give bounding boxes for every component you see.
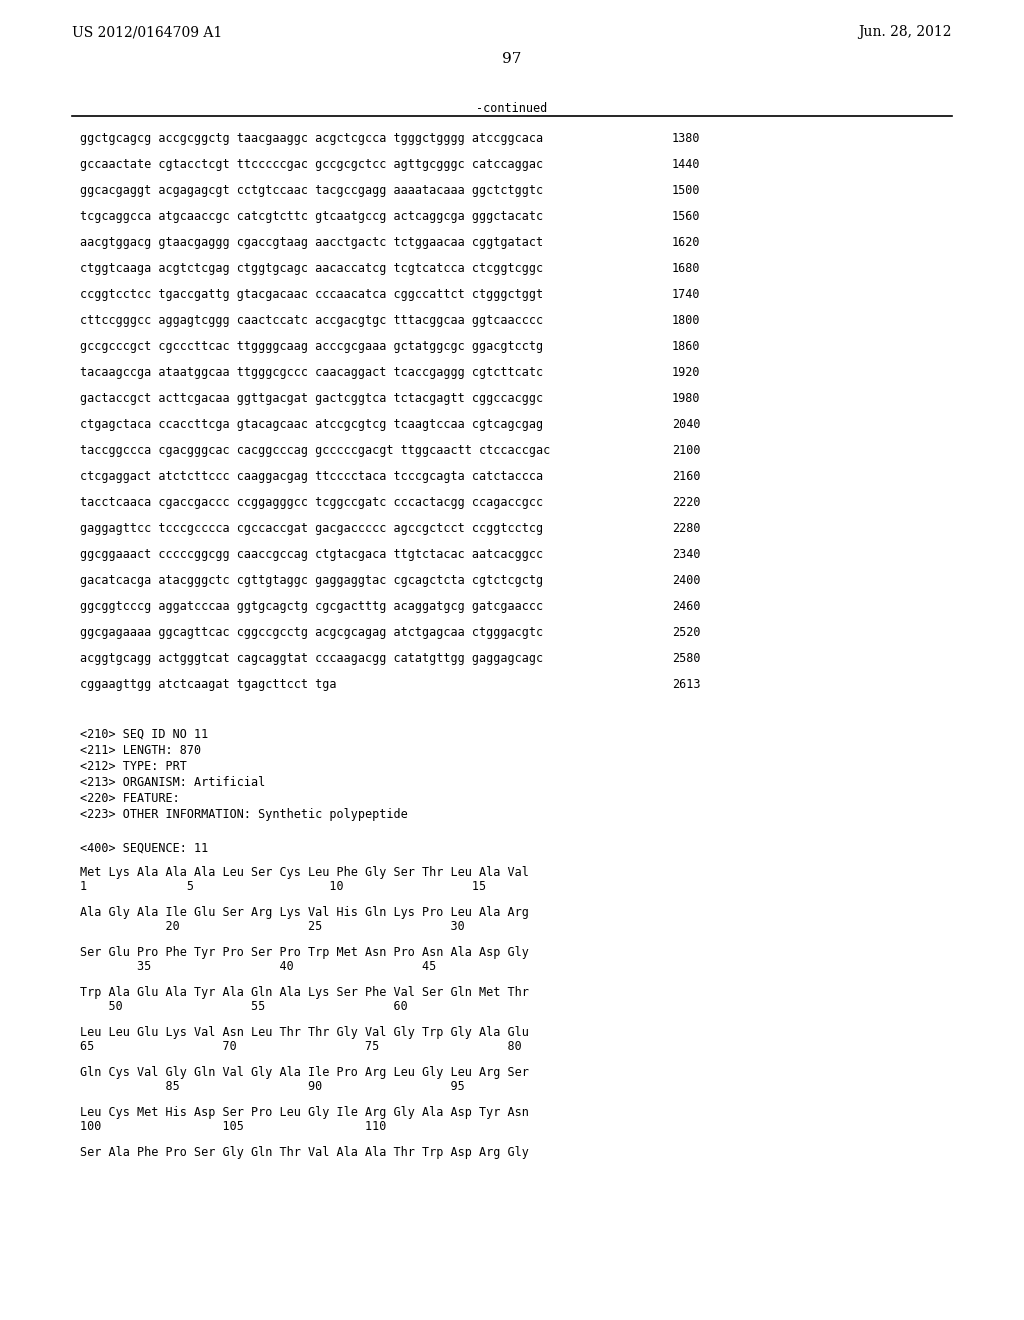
Text: gccaactate cgtacctcgt ttcccccgac gccgcgctcc agttgcgggc catccaggac: gccaactate cgtacctcgt ttcccccgac gccgcgc… xyxy=(80,158,543,172)
Text: <212> TYPE: PRT: <212> TYPE: PRT xyxy=(80,760,186,774)
Text: ggcggtcccg aggatcccaa ggtgcagctg cgcgactttg acaggatgcg gatcgaaccc: ggcggtcccg aggatcccaa ggtgcagctg cgcgact… xyxy=(80,601,543,612)
Text: 2040: 2040 xyxy=(672,418,700,432)
Text: 1980: 1980 xyxy=(672,392,700,405)
Text: cttccgggcc aggagtcggg caactccatc accgacgtgc tttacggcaa ggtcaacccc: cttccgggcc aggagtcggg caactccatc accgacg… xyxy=(80,314,543,327)
Text: ctcgaggact atctcttccc caaggacgag ttcccctaca tcccgcagta catctaccca: ctcgaggact atctcttccc caaggacgag ttcccct… xyxy=(80,470,543,483)
Text: 1680: 1680 xyxy=(672,261,700,275)
Text: 50                  55                  60: 50 55 60 xyxy=(80,1001,408,1012)
Text: 100                 105                 110: 100 105 110 xyxy=(80,1119,386,1133)
Text: <220> FEATURE:: <220> FEATURE: xyxy=(80,792,180,805)
Text: Leu Leu Glu Lys Val Asn Leu Thr Thr Gly Val Gly Trp Gly Ala Glu: Leu Leu Glu Lys Val Asn Leu Thr Thr Gly … xyxy=(80,1026,528,1039)
Text: 1              5                   10                  15: 1 5 10 15 xyxy=(80,880,486,894)
Text: 2580: 2580 xyxy=(672,652,700,665)
Text: Gln Cys Val Gly Gln Val Gly Ala Ile Pro Arg Leu Gly Leu Arg Ser: Gln Cys Val Gly Gln Val Gly Ala Ile Pro … xyxy=(80,1067,528,1078)
Text: 1560: 1560 xyxy=(672,210,700,223)
Text: Jun. 28, 2012: Jun. 28, 2012 xyxy=(858,25,952,40)
Text: 2460: 2460 xyxy=(672,601,700,612)
Text: 1920: 1920 xyxy=(672,366,700,379)
Text: cggaagttgg atctcaagat tgagcttcct tga: cggaagttgg atctcaagat tgagcttcct tga xyxy=(80,678,337,690)
Text: ggctgcagcg accgcggctg taacgaaggc acgctcgcca tgggctgggg atccggcaca: ggctgcagcg accgcggctg taacgaaggc acgctcg… xyxy=(80,132,543,145)
Text: 2100: 2100 xyxy=(672,444,700,457)
Text: -continued: -continued xyxy=(476,102,548,115)
Text: 65                  70                  75                  80: 65 70 75 80 xyxy=(80,1040,522,1053)
Text: Met Lys Ala Ala Ala Leu Ser Cys Leu Phe Gly Ser Thr Leu Ala Val: Met Lys Ala Ala Ala Leu Ser Cys Leu Phe … xyxy=(80,866,528,879)
Text: tacaagccga ataatggcaa ttgggcgccc caacaggact tcaccgaggg cgtcttcatc: tacaagccga ataatggcaa ttgggcgccc caacagg… xyxy=(80,366,543,379)
Text: gccgcccgct cgcccttcac ttggggcaag acccgcgaaa gctatggcgc ggacgtcctg: gccgcccgct cgcccttcac ttggggcaag acccgcg… xyxy=(80,341,543,352)
Text: 1620: 1620 xyxy=(672,236,700,249)
Text: ggcacgaggt acgagagcgt cctgtccaac tacgccgagg aaaatacaaa ggctctggtc: ggcacgaggt acgagagcgt cctgtccaac tacgccg… xyxy=(80,183,543,197)
Text: 1740: 1740 xyxy=(672,288,700,301)
Text: 2220: 2220 xyxy=(672,496,700,510)
Text: gaggagttcc tcccgcccca cgccaccgat gacgaccccc agccgctcct ccggtcctcg: gaggagttcc tcccgcccca cgccaccgat gacgacc… xyxy=(80,521,543,535)
Text: Leu Cys Met His Asp Ser Pro Leu Gly Ile Arg Gly Ala Asp Tyr Asn: Leu Cys Met His Asp Ser Pro Leu Gly Ile … xyxy=(80,1106,528,1119)
Text: taccggccca cgacgggcac cacggcccag gcccccgacgt ttggcaactt ctccaccgac: taccggccca cgacgggcac cacggcccag gcccccg… xyxy=(80,444,550,457)
Text: 85                  90                  95: 85 90 95 xyxy=(80,1080,465,1093)
Text: 20                  25                  30: 20 25 30 xyxy=(80,920,465,933)
Text: 1440: 1440 xyxy=(672,158,700,172)
Text: 1500: 1500 xyxy=(672,183,700,197)
Text: tcgcaggcca atgcaaccgc catcgtcttc gtcaatgccg actcaggcga gggctacatc: tcgcaggcca atgcaaccgc catcgtcttc gtcaatg… xyxy=(80,210,543,223)
Text: <400> SEQUENCE: 11: <400> SEQUENCE: 11 xyxy=(80,842,208,855)
Text: 2613: 2613 xyxy=(672,678,700,690)
Text: Ser Ala Phe Pro Ser Gly Gln Thr Val Ala Ala Thr Trp Asp Arg Gly: Ser Ala Phe Pro Ser Gly Gln Thr Val Ala … xyxy=(80,1146,528,1159)
Text: 2400: 2400 xyxy=(672,574,700,587)
Text: Ala Gly Ala Ile Glu Ser Arg Lys Val His Gln Lys Pro Leu Ala Arg: Ala Gly Ala Ile Glu Ser Arg Lys Val His … xyxy=(80,906,528,919)
Text: 2340: 2340 xyxy=(672,548,700,561)
Text: 2280: 2280 xyxy=(672,521,700,535)
Text: <213> ORGANISM: Artificial: <213> ORGANISM: Artificial xyxy=(80,776,265,789)
Text: US 2012/0164709 A1: US 2012/0164709 A1 xyxy=(72,25,222,40)
Text: ggcgagaaaa ggcagttcac cggccgcctg acgcgcagag atctgagcaa ctgggacgtc: ggcgagaaaa ggcagttcac cggccgcctg acgcgca… xyxy=(80,626,543,639)
Text: 2160: 2160 xyxy=(672,470,700,483)
Text: ccggtcctcc tgaccgattg gtacgacaac cccaacatca cggccattct ctgggctggt: ccggtcctcc tgaccgattg gtacgacaac cccaaca… xyxy=(80,288,543,301)
Text: <223> OTHER INFORMATION: Synthetic polypeptide: <223> OTHER INFORMATION: Synthetic polyp… xyxy=(80,808,408,821)
Text: ctgagctaca ccaccttcga gtacagcaac atccgcgtcg tcaagtccaa cgtcagcgag: ctgagctaca ccaccttcga gtacagcaac atccgcg… xyxy=(80,418,543,432)
Text: <210> SEQ ID NO 11: <210> SEQ ID NO 11 xyxy=(80,729,208,741)
Text: gacatcacga atacgggctc cgttgtaggc gaggaggtac cgcagctcta cgtctcgctg: gacatcacga atacgggctc cgttgtaggc gaggagg… xyxy=(80,574,543,587)
Text: 97: 97 xyxy=(503,51,521,66)
Text: <211> LENGTH: 870: <211> LENGTH: 870 xyxy=(80,744,201,756)
Text: 2520: 2520 xyxy=(672,626,700,639)
Text: gactaccgct acttcgacaa ggttgacgat gactcggtca tctacgagtt cggccacggc: gactaccgct acttcgacaa ggttgacgat gactcgg… xyxy=(80,392,543,405)
Text: 35                  40                  45: 35 40 45 xyxy=(80,960,436,973)
Text: 1380: 1380 xyxy=(672,132,700,145)
Text: Ser Glu Pro Phe Tyr Pro Ser Pro Trp Met Asn Pro Asn Ala Asp Gly: Ser Glu Pro Phe Tyr Pro Ser Pro Trp Met … xyxy=(80,946,528,960)
Text: aacgtggacg gtaacgaggg cgaccgtaag aacctgactc tctggaacaa cggtgatact: aacgtggacg gtaacgaggg cgaccgtaag aacctga… xyxy=(80,236,543,249)
Text: ctggtcaaga acgtctcgag ctggtgcagc aacaccatcg tcgtcatcca ctcggtcggc: ctggtcaaga acgtctcgag ctggtgcagc aacacca… xyxy=(80,261,543,275)
Text: 1860: 1860 xyxy=(672,341,700,352)
Text: 1800: 1800 xyxy=(672,314,700,327)
Text: Trp Ala Glu Ala Tyr Ala Gln Ala Lys Ser Phe Val Ser Gln Met Thr: Trp Ala Glu Ala Tyr Ala Gln Ala Lys Ser … xyxy=(80,986,528,999)
Text: tacctcaaca cgaccgaccc ccggagggcc tcggccgatc cccactacgg ccagaccgcc: tacctcaaca cgaccgaccc ccggagggcc tcggccg… xyxy=(80,496,543,510)
Text: acggtgcagg actgggtcat cagcaggtat cccaagacgg catatgttgg gaggagcagc: acggtgcagg actgggtcat cagcaggtat cccaaga… xyxy=(80,652,543,665)
Text: ggcggaaact cccccggcgg caaccgccag ctgtacgaca ttgtctacac aatcacggcc: ggcggaaact cccccggcgg caaccgccag ctgtacg… xyxy=(80,548,543,561)
